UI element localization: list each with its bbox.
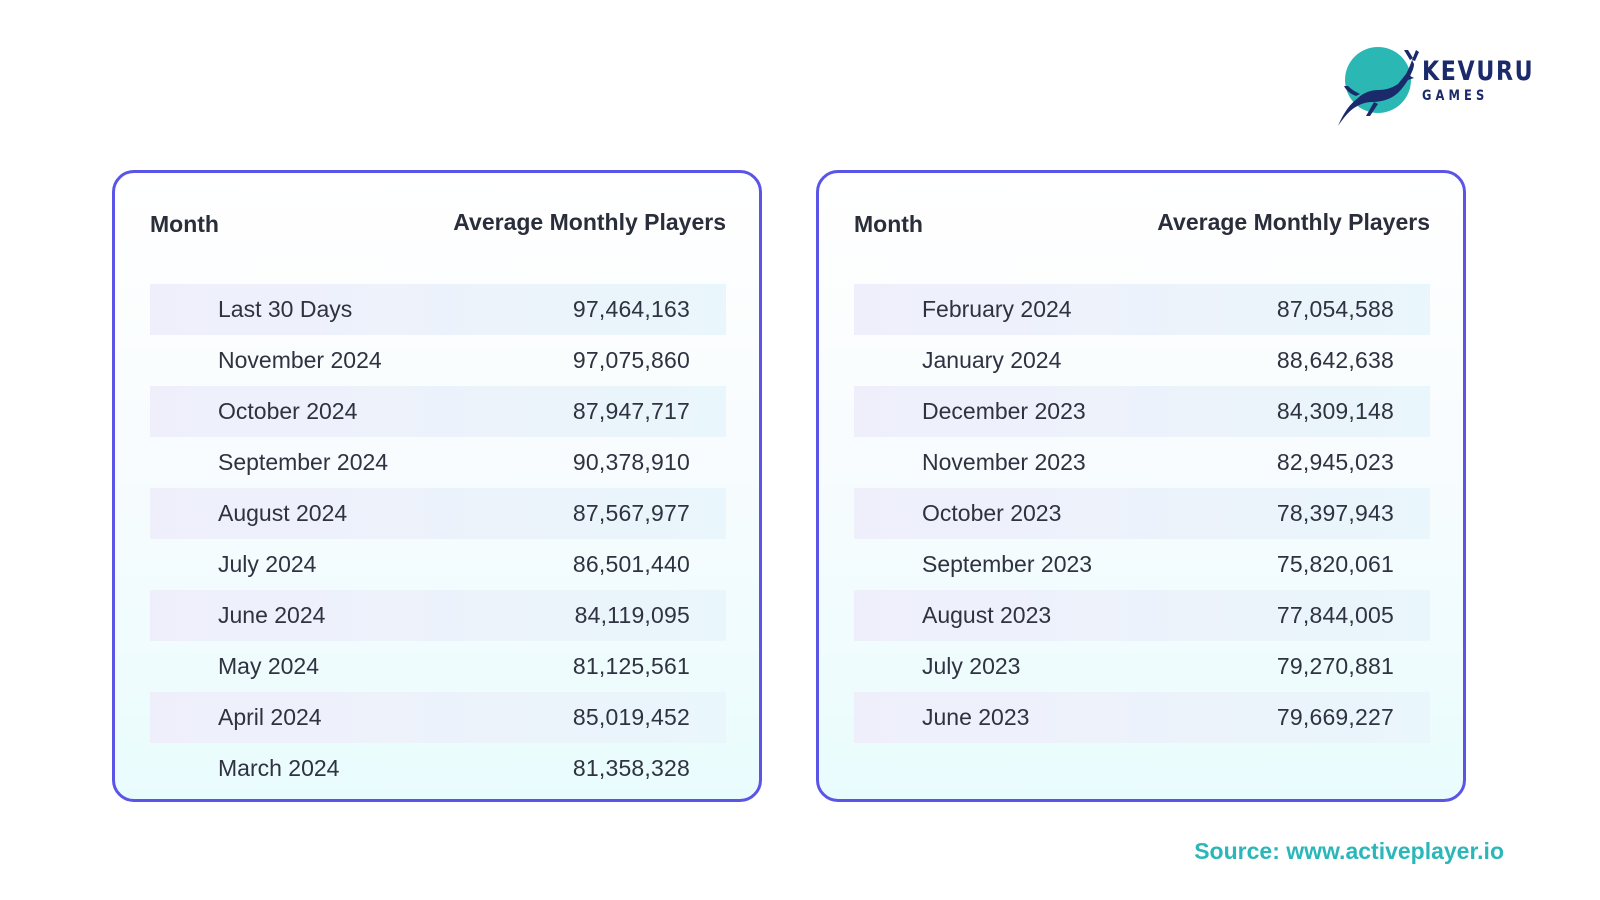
table-row: October 2024 87,947,717	[150, 386, 726, 437]
table-header: Month Average Monthly Players	[150, 209, 726, 239]
players-cell: 87,567,977	[572, 500, 690, 526]
table-row: March 2024 81,358,328	[150, 743, 726, 794]
brand-name: KEVURU	[1422, 56, 1535, 87]
table-row: November 2023 82,945,023	[854, 437, 1430, 488]
players-cell: 79,270,881	[1276, 653, 1394, 679]
table-panel-left: Month Average Monthly Players Last 30 Da…	[112, 170, 762, 802]
players-cell: 81,125,561	[572, 653, 690, 679]
table-row: November 2024 97,075,860	[150, 335, 726, 386]
deer-logo-icon	[1338, 47, 1419, 126]
month-cell: March 2024	[218, 755, 340, 781]
players-cell: 84,119,095	[574, 602, 690, 628]
month-cell: July 2024	[218, 551, 317, 577]
table-row: September 2024 90,378,910	[150, 437, 726, 488]
month-cell: September 2023	[922, 551, 1093, 577]
month-cell: November 2024	[218, 347, 382, 373]
brand-logo: KEVURU GAMES	[1330, 46, 1533, 130]
players-cell: 81,358,328	[572, 755, 690, 781]
month-cell: August 2024	[218, 500, 348, 526]
table-row: December 2023 84,309,148	[854, 386, 1430, 437]
source-credit: Source: www.activeplayer.io	[1194, 838, 1504, 864]
table-row: July 2023 79,270,881	[854, 641, 1430, 692]
brand-wordmark: KEVURU GAMES	[1422, 58, 1559, 103]
month-cell: January 2024	[922, 347, 1062, 373]
players-cell: 84,309,148	[1276, 398, 1394, 424]
month-cell: October 2024	[218, 398, 358, 424]
month-cell: September 2024	[218, 449, 389, 475]
table-row: September 2023 75,820,061	[854, 539, 1430, 590]
month-cell: June 2024	[218, 602, 326, 628]
players-cell: 87,054,588	[1276, 296, 1394, 322]
players-cell: 78,397,943	[1276, 500, 1394, 526]
players-cell: 85,019,452	[572, 704, 690, 730]
players-cell: 79,669,227	[1276, 704, 1394, 730]
players-cell: 90,378,910	[572, 449, 690, 475]
table-body: February 2024 87,054,588 January 2024 88,64…	[854, 284, 1430, 743]
column-header-month: Month	[150, 211, 219, 237]
month-cell: June 2023	[922, 704, 1030, 730]
players-cell: 77,844,005	[1276, 602, 1394, 628]
table-row: April 2024 85,019,452	[150, 692, 726, 743]
month-cell: November 2023	[922, 449, 1086, 475]
players-cell: 97,464,163	[572, 296, 690, 322]
month-cell: December 2023	[922, 398, 1086, 424]
table-body: Last 30 Days 97,464,163 November 2024 97,07…	[150, 284, 726, 794]
month-cell: May 2024	[218, 653, 320, 679]
table-header: Month Average Monthly Players	[854, 209, 1430, 239]
players-cell: 82,945,023	[1276, 449, 1394, 475]
table-row: May 2024 81,125,561	[150, 641, 726, 692]
table-row: January 2024 88,642,638	[854, 335, 1430, 386]
table-row: June 2024 84,119,095	[150, 590, 726, 641]
table-row: August 2023 77,844,005	[854, 590, 1430, 641]
table-row: February 2024 87,054,588	[854, 284, 1430, 335]
table-panel-right: Month Average Monthly Players February 2…	[816, 170, 1466, 802]
column-header-month: Month	[854, 211, 923, 237]
players-cell: 88,642,638	[1276, 347, 1394, 373]
month-cell: July 2023	[922, 653, 1021, 679]
month-cell: April 2024	[218, 704, 322, 730]
column-header-players: Average Monthly Players	[453, 209, 726, 235]
month-cell: February 2024	[922, 296, 1072, 322]
table-row: October 2023 78,397,943	[854, 488, 1430, 539]
players-cell: 86,501,440	[572, 551, 690, 577]
players-cell: 97,075,860	[572, 347, 690, 373]
brand-subtitle: GAMES	[1422, 88, 1489, 104]
table-row: Last 30 Days 97,464,163	[150, 284, 726, 335]
table-row: July 2024 86,501,440	[150, 539, 726, 590]
players-cell: 75,820,061	[1276, 551, 1394, 577]
table-row: June 2023 79,669,227	[854, 692, 1430, 743]
column-header-players: Average Monthly Players	[1157, 209, 1430, 235]
players-cell: 87,947,717	[572, 398, 690, 424]
month-cell: October 2023	[922, 500, 1062, 526]
table-row: August 2024 87,567,977	[150, 488, 726, 539]
month-cell: August 2023	[922, 602, 1052, 628]
month-cell: Last 30 Days	[218, 296, 353, 322]
